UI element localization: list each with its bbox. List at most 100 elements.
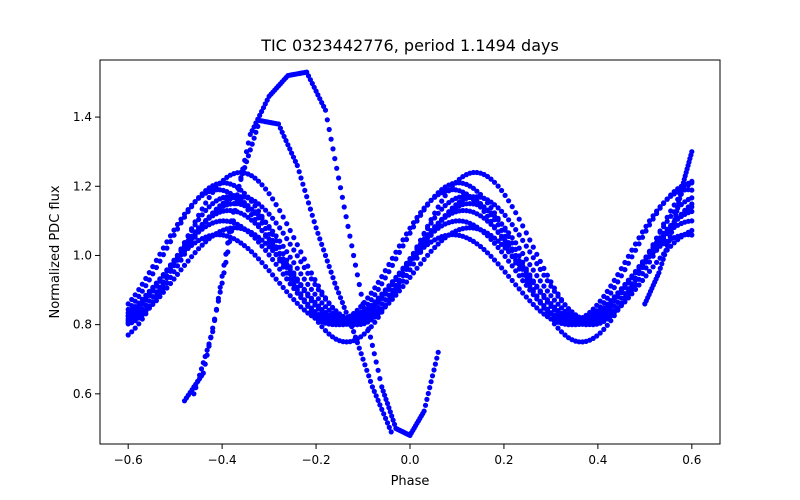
data-point [275,121,282,127]
data-point [248,249,255,255]
data-point [422,402,429,408]
data-point [544,311,551,317]
data-point [160,281,166,287]
data-point [181,262,188,268]
x-axis: −0.6 −0.4 −0.2 0.0 0.2 0.4 0.6 [114,444,701,467]
data-point [129,329,135,335]
data-point [255,256,262,262]
data-point [232,207,238,214]
data-point [382,275,388,281]
data-point [502,245,508,251]
data-point [672,216,678,223]
data-point [657,265,663,271]
data-point [249,141,255,147]
y-tick-label: 0.8 [73,318,92,332]
data-point [259,182,265,188]
data-point [225,249,231,255]
data-point [555,301,561,307]
data-point [298,175,304,181]
data-point [675,204,681,210]
data-point [377,402,383,408]
data-point [650,264,656,270]
data-point [527,298,533,304]
data-point [369,384,375,390]
data-point [551,304,558,310]
data-point [421,230,427,236]
data-point [432,210,438,216]
data-point [537,278,543,284]
data-point [270,256,276,263]
data-point [263,225,269,232]
data-point [506,273,512,279]
data-point [263,207,269,213]
data-point [257,112,263,118]
data-point [337,295,344,301]
data-point [383,396,389,402]
data-point [689,187,695,193]
data-point [298,304,304,310]
data-point [597,330,603,336]
data-point [280,284,286,291]
data-point [682,207,688,213]
data-point [387,409,393,415]
data-point [334,165,340,171]
data-point [217,284,223,290]
data-point [400,283,406,290]
data-point [669,229,675,235]
data-point [379,384,385,390]
data-point [425,223,431,229]
data-point [558,305,565,311]
data-point [345,223,351,229]
data-point [192,199,198,205]
data-point [308,286,314,292]
data-point [203,239,209,245]
data-point [308,270,314,276]
data-point [270,237,276,243]
data-point [646,249,653,255]
data-point [548,293,554,299]
data-point [284,264,290,270]
data-point [259,260,265,266]
data-point [530,255,536,261]
data-point [200,370,206,376]
data-point [689,201,695,207]
data-point [414,218,420,224]
data-point [548,301,554,307]
data-point [544,288,551,294]
data-point [312,291,318,297]
data-point [541,293,547,299]
data-point [277,208,283,214]
data-point [523,294,529,300]
data-point [659,261,665,267]
data-point [217,203,223,209]
data-point [178,267,184,273]
data-point [294,300,300,306]
data-point [178,247,184,253]
data-point [198,366,205,372]
data-point [523,270,529,277]
data-point [146,304,152,310]
data-point [410,252,417,258]
data-point [601,300,607,306]
data-point [334,285,340,291]
data-point [196,246,202,252]
data-point [372,292,378,298]
data-point [171,276,177,282]
y-axis: 0.6 0.8 1.0 1.2 1.4 [73,110,100,401]
data-point [322,310,329,316]
data-point [673,212,679,218]
data-point [442,235,448,241]
data-point [499,249,505,255]
data-point [548,316,554,322]
data-point [393,256,399,262]
data-point [206,204,212,210]
data-point [389,413,395,419]
data-point [362,309,368,315]
data-point [234,192,240,198]
data-point [677,196,683,202]
data-point [305,263,311,269]
data-point [336,175,342,181]
data-point [358,351,364,357]
data-point [280,260,286,266]
data-point [611,285,617,291]
